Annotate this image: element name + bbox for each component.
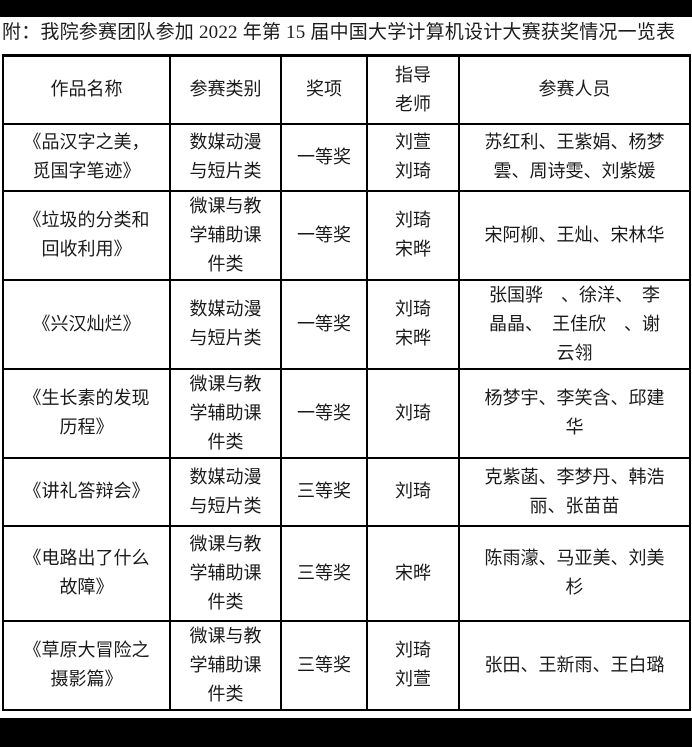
col-header-members: 参赛人员 [458,54,691,125]
col-header-teacher: 指导 老师 [366,54,460,125]
cell-teacher: 宋晔 [366,524,460,622]
header-row: 作品名称 参赛类别 奖项 指导 老师 参赛人员 [2,54,691,125]
cell-category: 数媒动漫 与短片类 [169,278,282,370]
cell-members: 张国骅 、徐洋、 李 晶晶、 王佳欣 、谢 云翎 [458,278,691,370]
col-header-category: 参赛类别 [169,54,282,125]
cell-category: 微课与教 学辅助课 件类 [169,189,282,281]
cell-members: 张田、王新雨、王白璐 [458,619,691,711]
col-header-work-name: 作品名称 [2,54,171,125]
cell-category: 微课与教 学辅助课 件类 [169,367,282,459]
cell-award: 一等奖 [280,367,368,459]
cell-members: 宋阿柳、王灿、宋林华 [458,189,691,281]
cell-members: 苏红利、王紫娟、杨梦 雲、周诗雯、刘紫媛 [458,122,691,192]
table-row: 《兴汉灿烂》 数媒动漫 与短片类 一等奖 刘琦 宋晔 张国骅 、徐洋、 李 晶晶… [2,278,691,370]
cell-award: 三等奖 [280,619,368,711]
cell-category: 数媒动漫 与短片类 [169,456,282,527]
table-row: 《垃圾的分类和 回收利用》 微课与教 学辅助课 件类 一等奖 刘琦 宋晔 宋阿柳… [2,189,691,281]
cell-teacher: 刘琦 [366,367,460,459]
cell-work-name: 《兴汉灿烂》 [2,278,171,370]
table-row: 《品汉字之美， 觅国字笔迹》 数媒动漫 与短片类 一等奖 刘萱 刘琦 苏红利、王… [2,122,691,192]
cell-work-name: 《垃圾的分类和 回收利用》 [2,189,171,281]
table-row: 《生长素的发现 历程》 微课与教 学辅助课 件类 一等奖 刘琦 杨梦宇、李笑含、… [2,367,691,459]
cell-award: 一等奖 [280,122,368,192]
cell-category: 微课与教 学辅助课 件类 [169,524,282,622]
top-letterbox-bar [0,0,692,17]
cell-work-name: 《品汉字之美， 觅国字笔迹》 [2,122,171,192]
cell-work-name: 《生长素的发现 历程》 [2,367,171,459]
cell-work-name: 《草原大冒险之 摄影篇》 [2,619,171,711]
cell-members: 陈雨濛、马亚美、刘美 杉 [458,524,691,622]
table-row: 《电路出了什么 故障》 微课与教 学辅助课 件类 三等奖 宋晔 陈雨濛、马亚美、… [2,524,691,622]
cell-award: 三等奖 [280,524,368,622]
cell-teacher: 刘琦 刘萱 [366,619,460,711]
awards-table: 作品名称 参赛类别 奖项 指导 老师 参赛人员 《品汉字之美， 觅国字笔迹》 数… [2,54,691,711]
col-header-award: 奖项 [280,54,368,125]
cell-teacher: 刘琦 宋晔 [366,278,460,370]
cell-teacher: 刘萱 刘琦 [366,122,460,192]
page-title: 附：我院参赛团队参加 2022 年第 15 届中国大学计算机设计大赛获奖情况一览… [2,22,676,43]
cell-award: 三等奖 [280,456,368,527]
cell-category: 微课与教 学辅助课 件类 [169,619,282,711]
cell-award: 一等奖 [280,189,368,281]
cell-members: 杨梦宇、李笑含、邱建 华 [458,367,691,459]
table-row: 《草原大冒险之 摄影篇》 微课与教 学辅助课 件类 三等奖 刘琦 刘萱 张田、王… [2,619,691,711]
cell-category: 数媒动漫 与短片类 [169,122,282,192]
cell-work-name: 《讲礼答辩会》 [2,456,171,527]
table-row: 《讲礼答辩会》 数媒动漫 与短片类 三等奖 刘琦 克紫菡、李梦丹、韩浩 丽、张苗… [2,456,691,527]
cell-work-name: 《电路出了什么 故障》 [2,524,171,622]
cell-teacher: 刘琦 [366,456,460,527]
cell-teacher: 刘琦 宋晔 [366,189,460,281]
cell-award: 一等奖 [280,278,368,370]
bottom-letterbox-bar [0,718,692,747]
cell-members: 克紫菡、李梦丹、韩浩 丽、张苗苗 [458,456,691,527]
